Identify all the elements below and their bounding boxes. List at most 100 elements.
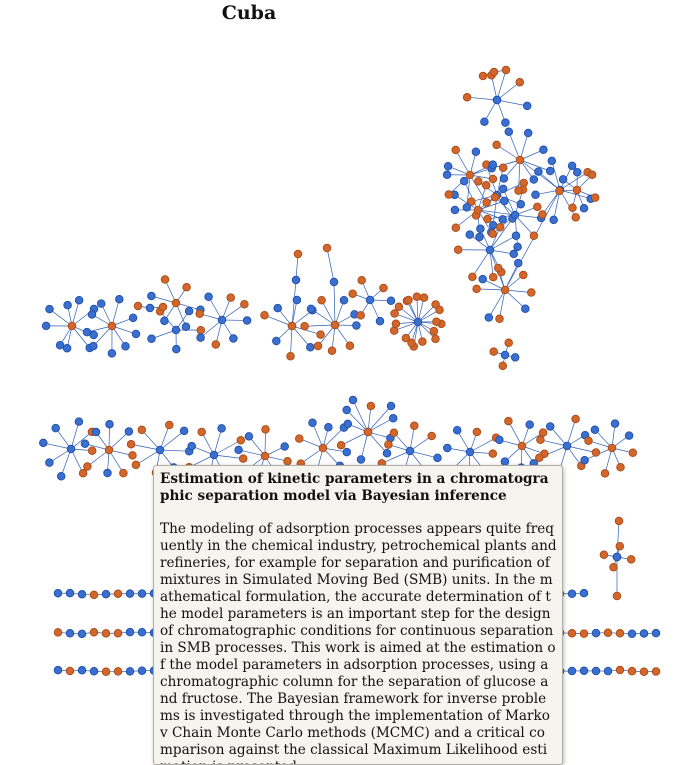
graph-node-orange[interactable]	[516, 79, 524, 87]
graph-node-orange[interactable]	[419, 338, 427, 346]
graph-node-blue[interactable]	[376, 317, 384, 325]
graph-node-blue[interactable]	[514, 259, 522, 267]
graph-node-blue[interactable]	[574, 168, 582, 176]
graph-node-blue[interactable]	[550, 216, 558, 224]
graph-node-orange[interactable]	[502, 66, 510, 74]
graph-node-orange[interactable]	[237, 436, 245, 444]
graph-node-orange[interactable]	[337, 441, 345, 449]
graph-node-orange[interactable]	[296, 435, 304, 443]
graph-node-orange[interactable]	[102, 668, 110, 676]
graph-node-blue[interactable]	[218, 316, 226, 324]
graph-node-blue[interactable]	[476, 233, 484, 241]
graph-node-blue[interactable]	[46, 459, 54, 467]
graph-node-blue[interactable]	[146, 304, 154, 312]
graph-node-orange[interactable]	[588, 171, 596, 179]
graph-node-orange[interactable]	[54, 629, 62, 637]
graph-node-orange[interactable]	[183, 284, 191, 292]
graph-node-blue[interactable]	[40, 439, 48, 447]
graph-node-orange[interactable]	[530, 232, 538, 240]
graph-node-blue[interactable]	[46, 305, 54, 313]
graph-node-orange[interactable]	[390, 327, 398, 335]
graph-node-blue[interactable]	[307, 305, 315, 313]
graph-node-orange[interactable]	[84, 463, 92, 471]
graph-node-blue[interactable]	[568, 162, 576, 170]
graph-node-orange[interactable]	[452, 146, 460, 154]
graph-node-blue[interactable]	[387, 402, 395, 410]
graph-node-orange[interactable]	[79, 470, 87, 478]
graph-node-orange[interactable]	[132, 461, 140, 469]
graph-node-orange[interactable]	[102, 630, 110, 638]
graph-node-blue[interactable]	[293, 296, 301, 304]
graph-node-blue[interactable]	[274, 304, 282, 312]
graph-node-blue[interactable]	[108, 350, 116, 358]
graph-node-blue[interactable]	[54, 666, 62, 674]
graph-node-orange[interactable]	[68, 322, 76, 330]
graph-node-blue[interactable]	[132, 330, 140, 338]
graph-node-orange[interactable]	[262, 426, 270, 434]
graph-node-orange[interactable]	[520, 271, 528, 279]
graph-node-blue[interactable]	[486, 246, 494, 254]
graph-node-blue[interactable]	[559, 176, 567, 184]
graph-node-blue[interactable]	[592, 629, 600, 637]
graph-node-blue[interactable]	[443, 171, 451, 179]
graph-node-blue[interactable]	[466, 231, 474, 239]
graph-node-blue[interactable]	[243, 317, 251, 325]
graph-node-blue[interactable]	[148, 335, 156, 343]
graph-node-orange[interactable]	[391, 310, 399, 318]
graph-node-orange[interactable]	[114, 668, 122, 676]
graph-node-orange[interactable]	[212, 341, 220, 349]
graph-node-blue[interactable]	[453, 426, 461, 434]
graph-node-blue[interactable]	[466, 448, 474, 456]
graph-node-blue[interactable]	[235, 446, 243, 454]
graph-node-blue[interactable]	[92, 428, 100, 436]
graph-node-orange[interactable]	[489, 273, 497, 281]
graph-node-orange[interactable]	[539, 211, 547, 219]
graph-node-blue[interactable]	[510, 250, 518, 258]
graph-node-orange[interactable]	[463, 93, 471, 101]
graph-node-blue[interactable]	[292, 276, 300, 284]
graph-node-blue[interactable]	[625, 432, 633, 440]
graph-node-orange[interactable]	[518, 442, 526, 450]
graph-node-blue[interactable]	[444, 162, 452, 170]
graph-node-orange[interactable]	[172, 299, 180, 307]
graph-node-orange[interactable]	[138, 426, 146, 434]
graph-node-orange[interactable]	[493, 141, 501, 149]
graph-node-orange[interactable]	[317, 331, 325, 339]
graph-node-orange[interactable]	[466, 171, 474, 179]
graph-node-blue[interactable]	[75, 296, 83, 304]
graph-node-orange[interactable]	[652, 668, 660, 676]
graph-node-orange[interactable]	[491, 194, 499, 202]
graph-node-blue[interactable]	[81, 440, 89, 448]
graph-node-blue[interactable]	[389, 414, 397, 422]
graph-node-blue[interactable]	[526, 421, 534, 429]
graph-node-blue[interactable]	[479, 275, 487, 283]
graph-node-blue[interactable]	[126, 628, 134, 636]
graph-node-blue[interactable]	[138, 667, 146, 675]
graph-node-blue[interactable]	[366, 296, 374, 304]
graph-node-orange[interactable]	[349, 290, 357, 298]
graph-node-blue[interactable]	[197, 334, 205, 342]
graph-node-blue[interactable]	[106, 421, 114, 429]
graph-node-blue[interactable]	[75, 418, 83, 426]
graph-node-blue[interactable]	[349, 396, 357, 404]
graph-node-blue[interactable]	[568, 667, 576, 675]
graph-node-orange[interactable]	[482, 181, 490, 189]
graph-node-blue[interactable]	[387, 297, 395, 305]
graph-node-blue[interactable]	[230, 335, 238, 343]
graph-node-blue[interactable]	[353, 322, 361, 330]
graph-node-blue[interactable]	[67, 445, 75, 453]
graph-node-blue[interactable]	[604, 667, 612, 675]
graph-node-blue[interactable]	[343, 448, 351, 456]
graph-node-orange[interactable]	[261, 311, 269, 319]
graph-node-blue[interactable]	[628, 630, 636, 638]
graph-node-blue[interactable]	[546, 423, 554, 431]
graph-node-orange[interactable]	[610, 563, 618, 571]
graph-node-orange[interactable]	[494, 264, 502, 272]
graph-node-orange[interactable]	[483, 199, 491, 207]
graph-node-orange[interactable]	[490, 348, 498, 356]
graph-node-blue[interactable]	[460, 177, 468, 185]
graph-node-blue[interactable]	[180, 427, 188, 435]
graph-node-blue[interactable]	[161, 317, 169, 325]
graph-node-blue[interactable]	[281, 443, 289, 451]
graph-node-orange[interactable]	[120, 469, 128, 477]
